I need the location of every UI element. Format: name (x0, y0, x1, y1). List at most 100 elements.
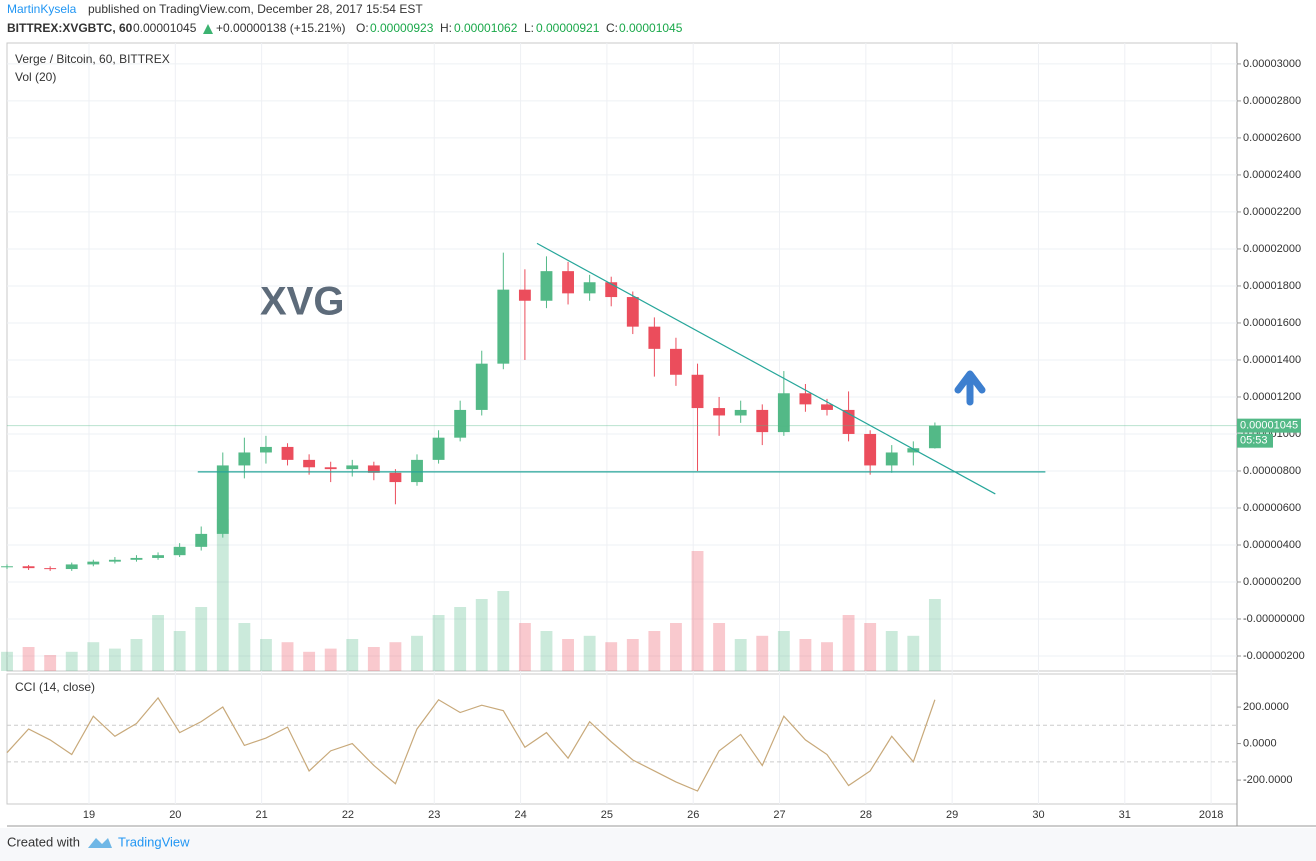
high-value: 0.00001062 (454, 21, 518, 35)
y2-tick-label: 200.0000 (1243, 701, 1289, 713)
last-price: 0.00001045 (133, 21, 197, 35)
footer-brand[interactable]: TradingView (118, 834, 190, 849)
y-tick-label: -0.00000000 (1243, 613, 1305, 625)
candle-body (777, 393, 790, 433)
y-tick-label: 0.00002200 (1243, 206, 1301, 218)
volume-bar (928, 599, 941, 671)
x-tick-label: 27 (773, 809, 785, 821)
volume-bar (562, 639, 574, 671)
candle-body (842, 409, 855, 434)
annotation: XVG (260, 280, 344, 324)
y-tick-label: 0.00002400 (1243, 169, 1301, 181)
volume-bar (842, 615, 855, 671)
y-tick-label: 0.00000400 (1243, 539, 1301, 551)
candle-body (518, 289, 531, 301)
y-tick-label: -0.00000200 (1243, 650, 1305, 662)
volume-bar (713, 623, 726, 671)
volume-bar (907, 635, 920, 671)
x-tick-label: 28 (860, 809, 872, 821)
candle-body (928, 425, 941, 449)
open-label: O: (356, 21, 369, 35)
y-tick-label: 0.00001400 (1243, 354, 1301, 366)
x-tick-label: 25 (601, 809, 613, 821)
volume-bar (885, 631, 898, 671)
volume-bar (821, 642, 833, 671)
y-tick-label: 0.00001800 (1243, 280, 1301, 292)
volume-bar (864, 623, 877, 671)
cci-line (6, 696, 936, 792)
candle-body (670, 348, 682, 375)
volume-bar (605, 642, 618, 671)
x-tick-label: 29 (946, 809, 958, 821)
candle-body (907, 448, 920, 453)
candle-body (583, 282, 596, 294)
volume-bar (346, 639, 359, 671)
countdown-tag (1237, 433, 1273, 448)
x-tick-label: 24 (514, 809, 526, 821)
volume-bar (583, 635, 596, 671)
volume-bar (173, 631, 186, 671)
candle-body (691, 374, 704, 409)
volume-bar (1, 651, 13, 671)
countdown: 05:53 (1240, 435, 1268, 447)
y-tick-label: 0.00002600 (1243, 132, 1301, 144)
candle-body (454, 409, 467, 438)
volume-bar (454, 607, 467, 671)
candle-body (432, 437, 445, 460)
y-tick-label: 0.00003000 (1243, 58, 1301, 70)
candle-body (821, 404, 833, 410)
y-tick-label: 0.00000600 (1243, 502, 1301, 514)
volume-bar (799, 639, 812, 671)
up-triangle (203, 24, 213, 34)
candle-body (864, 433, 877, 466)
candle-body (238, 452, 251, 466)
y2-tick-label: 0.0000 (1243, 737, 1277, 749)
pane-title: Verge / Bitcoin, 60, BITTREX (15, 52, 170, 66)
candle-body (885, 452, 898, 466)
volume-bar (130, 639, 143, 671)
volume-bar (626, 639, 639, 671)
logo (88, 838, 112, 848)
candle-body (65, 564, 78, 570)
candle-body (713, 408, 726, 416)
volume-bar (432, 615, 445, 671)
y-tick-label: 0.00001200 (1243, 391, 1301, 403)
candle-body (389, 472, 402, 483)
candle-body (562, 271, 574, 294)
volume-bar (475, 599, 488, 671)
x-tick-label: 30 (1032, 809, 1044, 821)
volume-bar (756, 635, 769, 671)
volume-bar (108, 648, 121, 671)
x-tick-label: 20 (169, 809, 181, 821)
volume-bar (389, 642, 402, 671)
volume-bar (195, 607, 208, 671)
author[interactable]: MartinKysela (7, 2, 77, 16)
candle-body (346, 465, 359, 470)
x-tick-label: 21 (256, 809, 268, 821)
volume-bar (152, 615, 164, 671)
volume-bar (497, 591, 510, 671)
candle-body (216, 465, 229, 534)
candle-body (195, 533, 208, 547)
symbol: BITTREX:XVGBTC, 60 (7, 21, 133, 35)
volume-label: Vol (20) (15, 70, 56, 84)
candle-body (367, 465, 380, 473)
candle-body (626, 297, 639, 327)
x-tick-label: 19 (83, 809, 95, 821)
volume-bar (303, 651, 316, 671)
volume-bar (216, 519, 229, 671)
candle-body (475, 363, 488, 410)
change: +0.00000138 (+15.21%) (216, 21, 345, 35)
volume-bar (281, 642, 294, 671)
price-tag-label: 0.00001045 (1240, 420, 1298, 432)
price-tag (1237, 418, 1301, 433)
volume-bar (367, 647, 380, 671)
volume-bar (44, 655, 57, 671)
y-tick-label: 0.00001600 (1243, 317, 1301, 329)
volume-bar (324, 648, 337, 671)
arrow-up (954, 370, 986, 406)
y-tick-label: 0.00000200 (1243, 576, 1301, 588)
published: published on TradingView.com, December 2… (88, 2, 423, 16)
